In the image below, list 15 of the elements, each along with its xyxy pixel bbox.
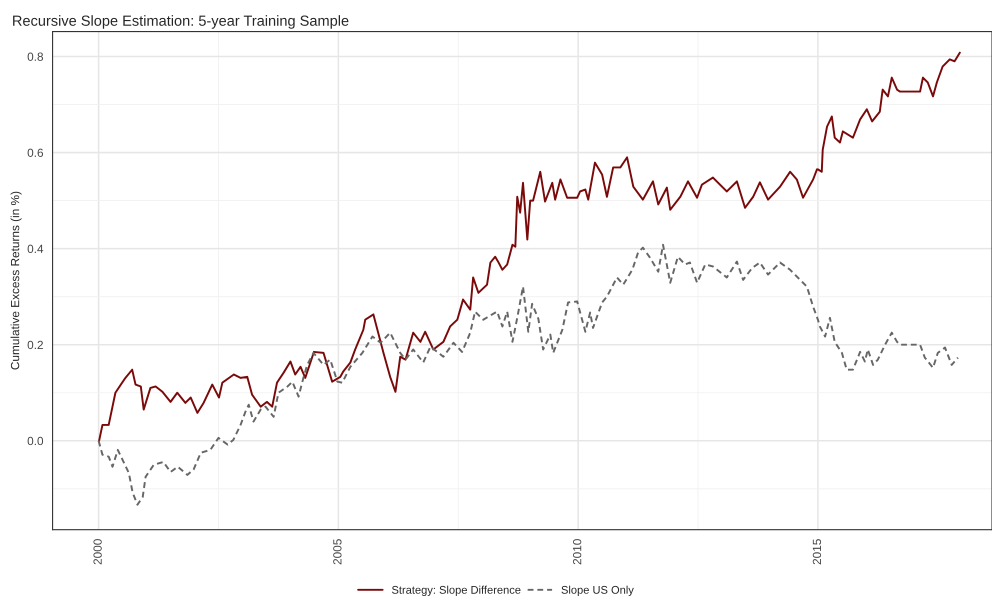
x-tick-label: 2010: [572, 539, 582, 564]
chart-title: Recursive Slope Estimation: 5-year Training Sample: [13, 15, 348, 29]
y-tick-label: 0.2: [28, 340, 43, 350]
legend-label: Slope US Only: [561, 586, 634, 596]
y-tick-label: 0.0: [28, 436, 44, 446]
line-series: [98, 244, 959, 506]
x-tick-label: 2000: [93, 539, 102, 564]
y-tick-label: 0.4: [28, 244, 44, 254]
y-axis-title: Cumulative Excess Returns (in %): [10, 192, 22, 370]
y-tick-label: 0.8: [28, 52, 44, 61]
x-tick-label: 2005: [333, 539, 342, 564]
y-tick-label: 0.6: [28, 148, 44, 157]
x-tick-label: 2015: [812, 539, 822, 564]
line-series: [98, 52, 961, 442]
legend-label: Strategy: Slope Difference: [392, 586, 520, 596]
